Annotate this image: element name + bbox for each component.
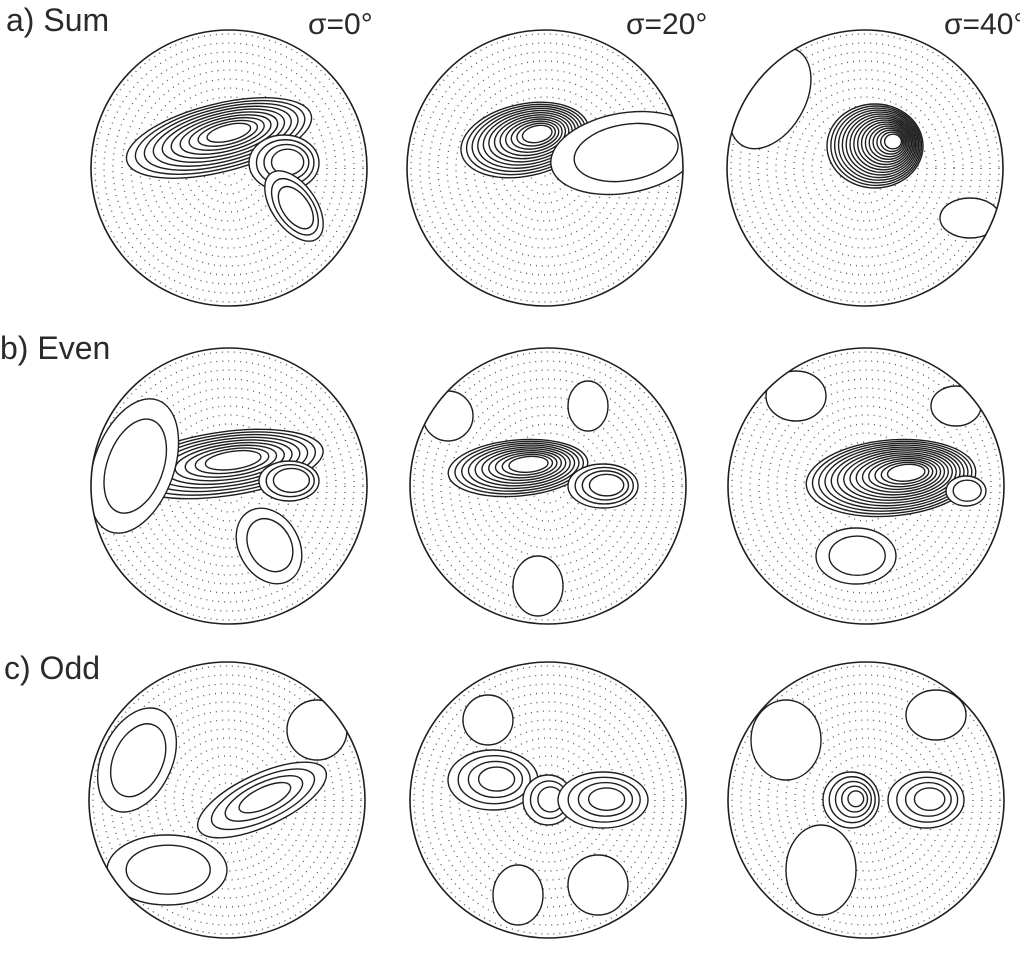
pole-figure-sum-sigma-0	[90, 29, 368, 307]
pole-figure-contours	[731, 351, 1001, 621]
pole-figure-boundary	[90, 29, 368, 307]
row-label-odd: c) Odd	[4, 650, 101, 686]
pole-figure-even-sigma-0	[90, 347, 368, 625]
pole-figure-sum-sigma-40	[726, 29, 1004, 307]
row-label-sum: a) Sum	[6, 2, 110, 38]
column-label-sigma-20: σ=20°	[626, 8, 708, 41]
pole-figure-contours	[728, 33, 1001, 303]
pole-figure-boundary	[409, 347, 687, 625]
pole-figure-boundary	[727, 661, 1005, 939]
pole-figure-sum-sigma-20	[406, 29, 684, 307]
pole-figure-even-sigma-40	[727, 347, 1005, 625]
pole-figure-boundary	[88, 661, 366, 939]
pole-figure-boundary	[409, 661, 687, 939]
column-label-sigma-0: σ=0°	[308, 8, 373, 41]
pole-figure-contours	[410, 33, 683, 303]
pole-figure-boundary	[406, 29, 684, 307]
pole-figure-boundary	[727, 347, 1005, 625]
pole-figure-odd-sigma-20	[409, 661, 687, 939]
pole-figure-contours	[94, 33, 364, 303]
pole-figure-contours	[413, 665, 683, 935]
column-label-sigma-40: σ=40°	[944, 8, 1020, 41]
pole-figure-odd-sigma-40	[727, 661, 1005, 939]
pole-figure-contours	[92, 665, 362, 935]
pole-figure-even-sigma-20	[409, 347, 687, 625]
pole-figure-contours	[731, 665, 1001, 935]
row-label-even: b) Even	[0, 330, 111, 366]
pole-figure-odd-sigma-0	[88, 661, 366, 939]
pole-figure-boundary	[726, 29, 1004, 307]
pole-figure-boundary	[90, 347, 368, 625]
pole-figure-contours	[413, 351, 683, 621]
pole-figure-contours	[91, 351, 364, 621]
